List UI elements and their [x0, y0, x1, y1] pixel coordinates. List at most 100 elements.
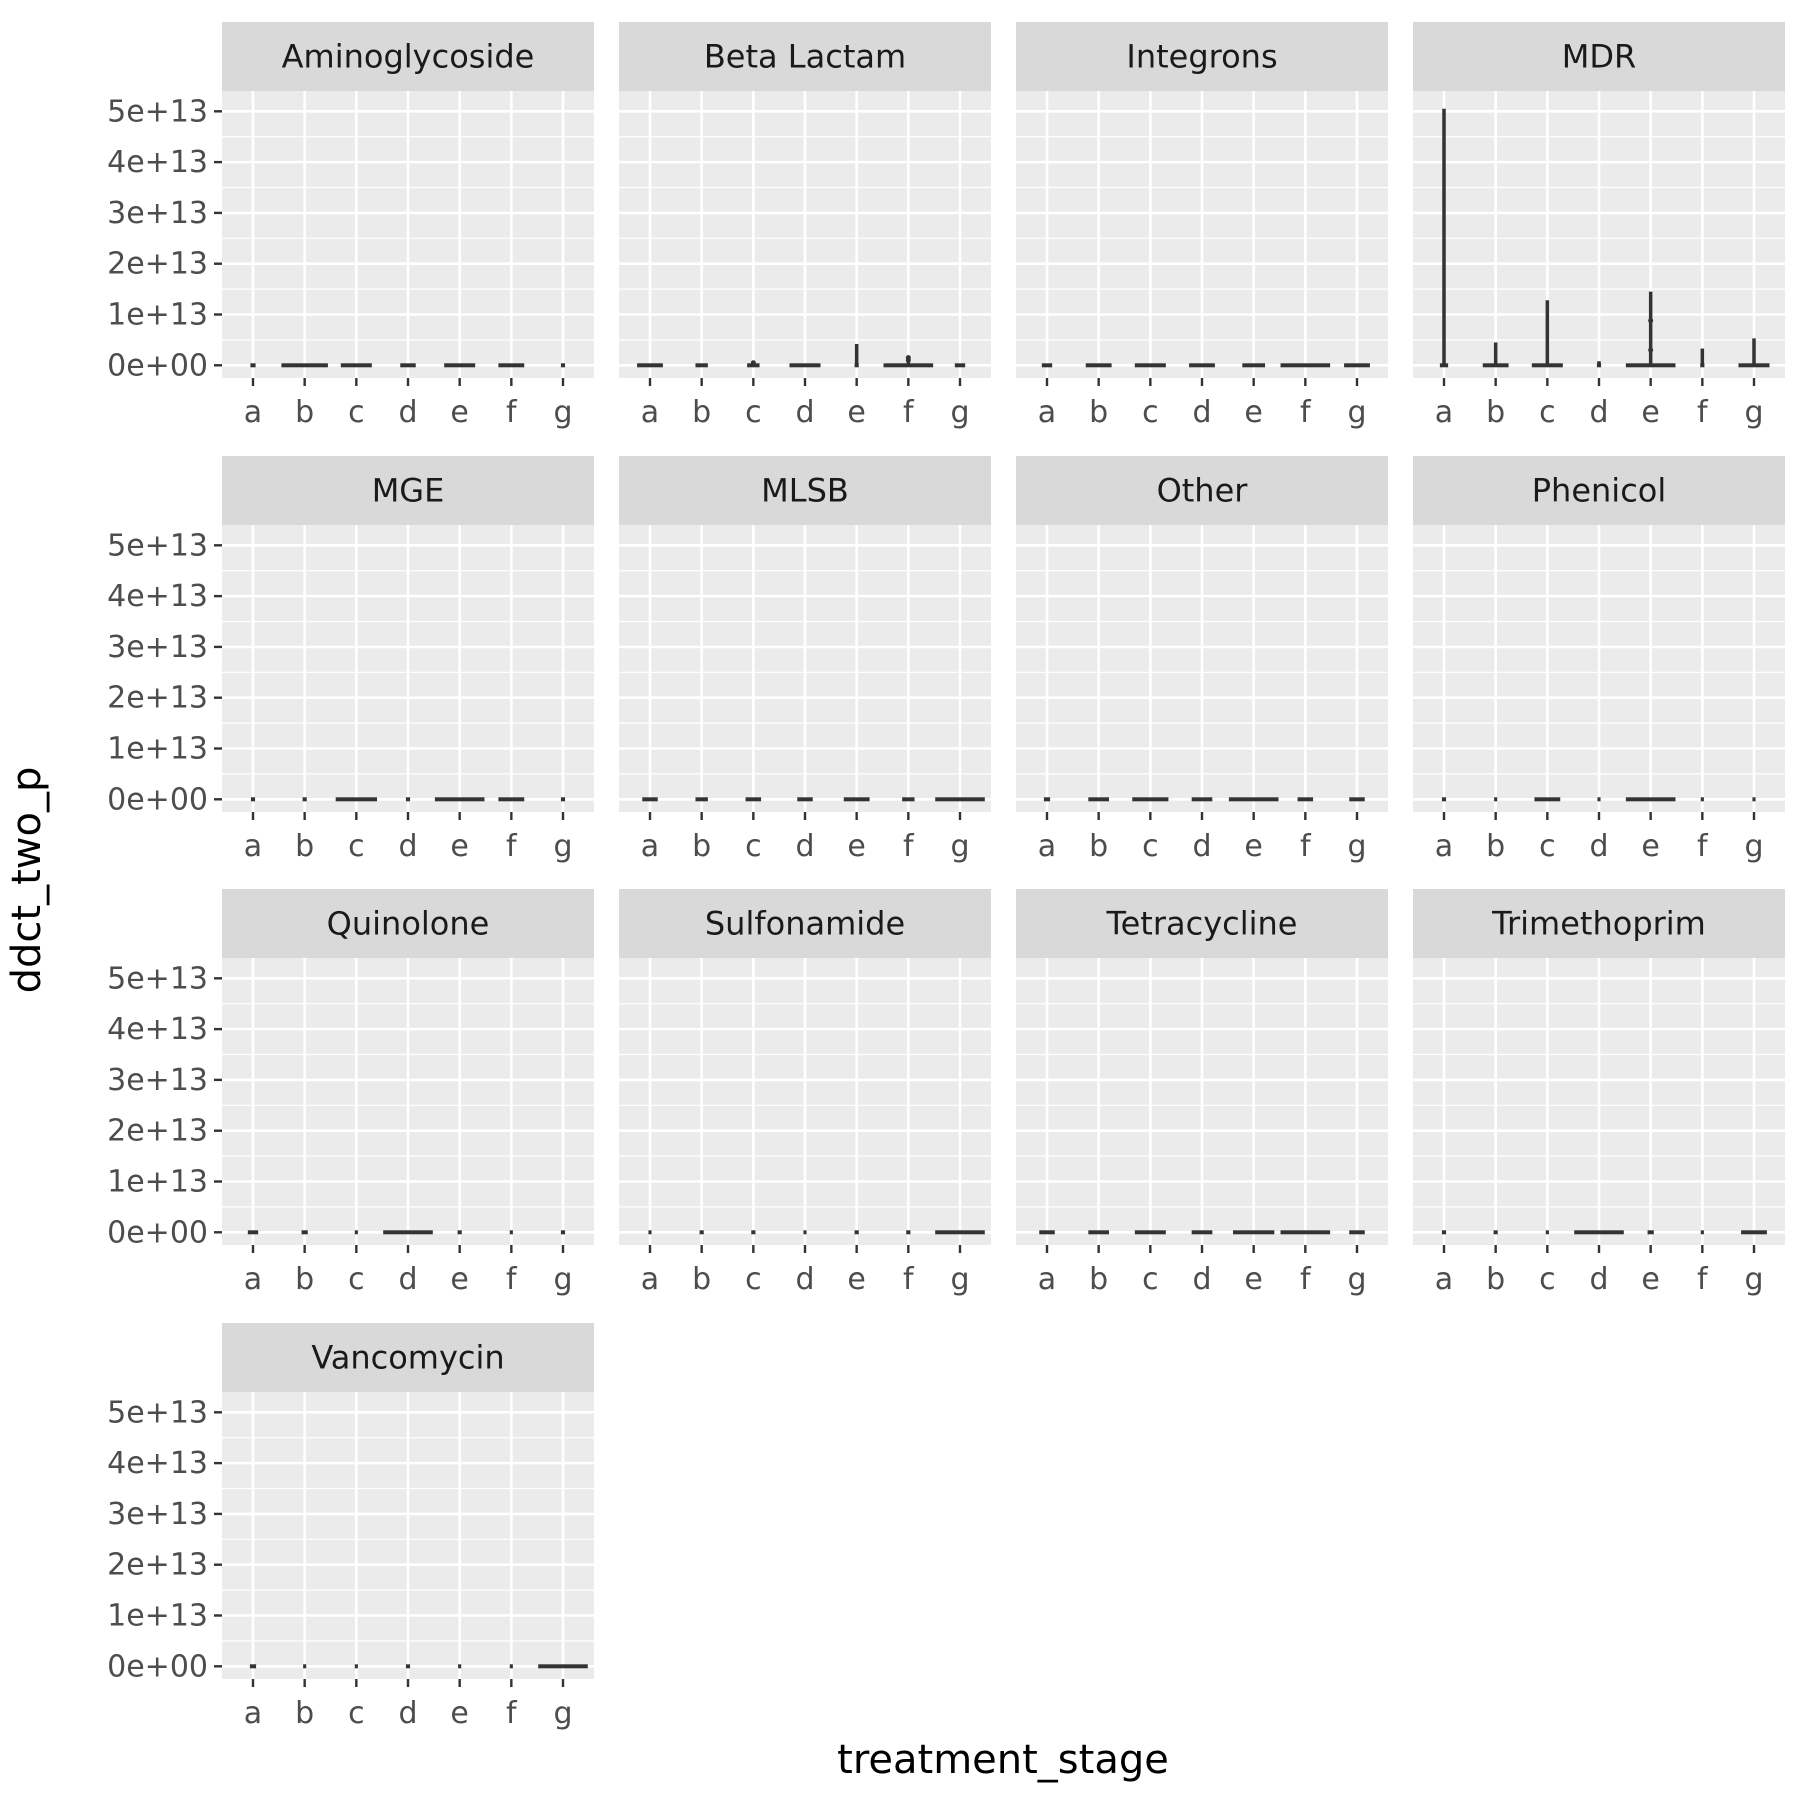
x-tick-label: f [506, 829, 518, 864]
facet-strip-label: Quinolone [327, 905, 490, 943]
box-body [249, 1664, 257, 1669]
facet-beta-lactam: Beta Lactam a b c d e f g [619, 22, 991, 430]
box-body [854, 1230, 859, 1235]
x-axis-title: treatment_stage [837, 1737, 1169, 1783]
box-body [250, 363, 256, 368]
x-tick-label: e [847, 1262, 865, 1297]
facet-aminoglycoside: Aminoglycoside 0e+00 1e+13 2e+13 3e+13 4e+13 5… [107, 22, 594, 430]
box-body [1043, 797, 1051, 802]
box-body [1228, 797, 1279, 802]
x-tick-label: d [795, 395, 814, 430]
box-body [935, 1230, 985, 1235]
box-body [1349, 797, 1365, 802]
box-body [458, 1664, 462, 1669]
box-body [1441, 1230, 1447, 1235]
y-tick-label: 1e+13 [107, 298, 208, 333]
box-body [854, 363, 859, 368]
box-body [1088, 1230, 1109, 1235]
x-tick-label: c [1142, 395, 1159, 430]
box-body [405, 797, 411, 802]
box-body [1349, 1230, 1365, 1235]
x-tick-label: b [1486, 395, 1505, 430]
facet-strip-label: Integrons [1126, 38, 1277, 76]
y-tick-label: 3e+13 [107, 630, 208, 665]
x-tick-label: e [1641, 395, 1659, 430]
x-tick-label: a [244, 1696, 262, 1731]
facet-phenicol: Phenicol a b c d e f g [1413, 456, 1785, 864]
x-tick-label: a [1435, 395, 1453, 430]
x-tick-label: d [795, 1262, 814, 1297]
x-tick-label: f [903, 395, 915, 430]
box-body [1700, 797, 1704, 802]
facet-strip-label: Vancomycin [311, 1339, 504, 1377]
x-tick-label: d [398, 1262, 417, 1297]
x-tick-label: e [1244, 395, 1262, 430]
x-tick-label: e [847, 829, 865, 864]
x-tick-label: c [745, 829, 762, 864]
x-tick-label: e [1244, 829, 1262, 864]
y-tick-label: 2e+13 [107, 247, 208, 282]
box-body [954, 363, 966, 368]
x-tick-label: a [1435, 1262, 1453, 1297]
facet-panels: Aminoglycoside 0e+00 1e+13 2e+13 3e+13 4e+13 5… [107, 22, 1785, 1731]
x-tick-label: f [506, 1696, 518, 1731]
x-tick-label: c [745, 1262, 762, 1297]
x-tick-label: g [553, 1696, 572, 1731]
y-tick-label: 4e+13 [107, 145, 208, 180]
box-body [935, 797, 985, 802]
facet-mlsb: MLSB a b c d e f g [619, 456, 991, 864]
facet-strip-label: Phenicol [1532, 472, 1667, 510]
x-tick-label: g [1347, 395, 1366, 430]
y-tick-label: 2e+13 [107, 1548, 208, 1583]
box-body [434, 797, 485, 802]
x-tick-label: c [1539, 395, 1556, 430]
box-body [354, 1230, 358, 1235]
x-tick-label: b [295, 1696, 314, 1731]
x-tick-label: a [641, 395, 659, 430]
facet-strip-label: Sulfonamide [705, 905, 905, 943]
x-tick-label: f [506, 1262, 518, 1297]
x-tick-label: g [1744, 829, 1763, 864]
facet-integrons: Integrons a b c d e f g [1016, 22, 1388, 430]
x-tick-label: b [295, 395, 314, 430]
x-tick-label: f [1300, 1262, 1312, 1297]
outlier-point [905, 357, 911, 363]
x-tick-label: b [295, 829, 314, 864]
x-tick-label: b [692, 395, 711, 430]
x-tick-label: e [1641, 829, 1659, 864]
x-tick-label: g [553, 395, 572, 430]
x-tick-label: e [450, 395, 468, 430]
x-tick-label: g [1744, 395, 1763, 430]
y-tick-label: 1e+13 [107, 1165, 208, 1200]
box-body [509, 1664, 513, 1669]
y-tick-label: 5e+13 [107, 94, 208, 129]
x-tick-label: a [641, 829, 659, 864]
y-tick-label: 5e+13 [107, 528, 208, 563]
x-tick-label: g [950, 395, 969, 430]
box-body [1545, 1230, 1549, 1235]
box-body [1233, 1230, 1275, 1235]
x-tick-label: e [450, 1696, 468, 1731]
y-tick-label: 0e+00 [107, 1649, 208, 1684]
box-body [1534, 797, 1561, 802]
facet-strip [1413, 22, 1785, 91]
facet-strip-label: Aminoglycoside [282, 38, 535, 76]
x-tick-label: a [1038, 395, 1056, 430]
box-body [1441, 797, 1447, 802]
facet-strip-label: MGE [372, 472, 445, 510]
y-tick-label: 0e+00 [107, 1215, 208, 1250]
x-tick-label: d [1192, 395, 1211, 430]
facet-strip [222, 889, 594, 958]
box-body [250, 797, 256, 802]
x-tick-label: a [641, 1262, 659, 1297]
facet-strip [1016, 456, 1388, 525]
x-tick-label: a [1038, 829, 1056, 864]
outlier-point [750, 360, 756, 366]
facet-strip [619, 456, 991, 525]
box-body [1741, 1230, 1767, 1235]
x-tick-label: b [1089, 829, 1108, 864]
outlier-point [1648, 318, 1654, 324]
facet-strip-label: Trimethoprim [1491, 905, 1706, 943]
box-body [247, 1230, 259, 1235]
box-body [1039, 1230, 1055, 1235]
